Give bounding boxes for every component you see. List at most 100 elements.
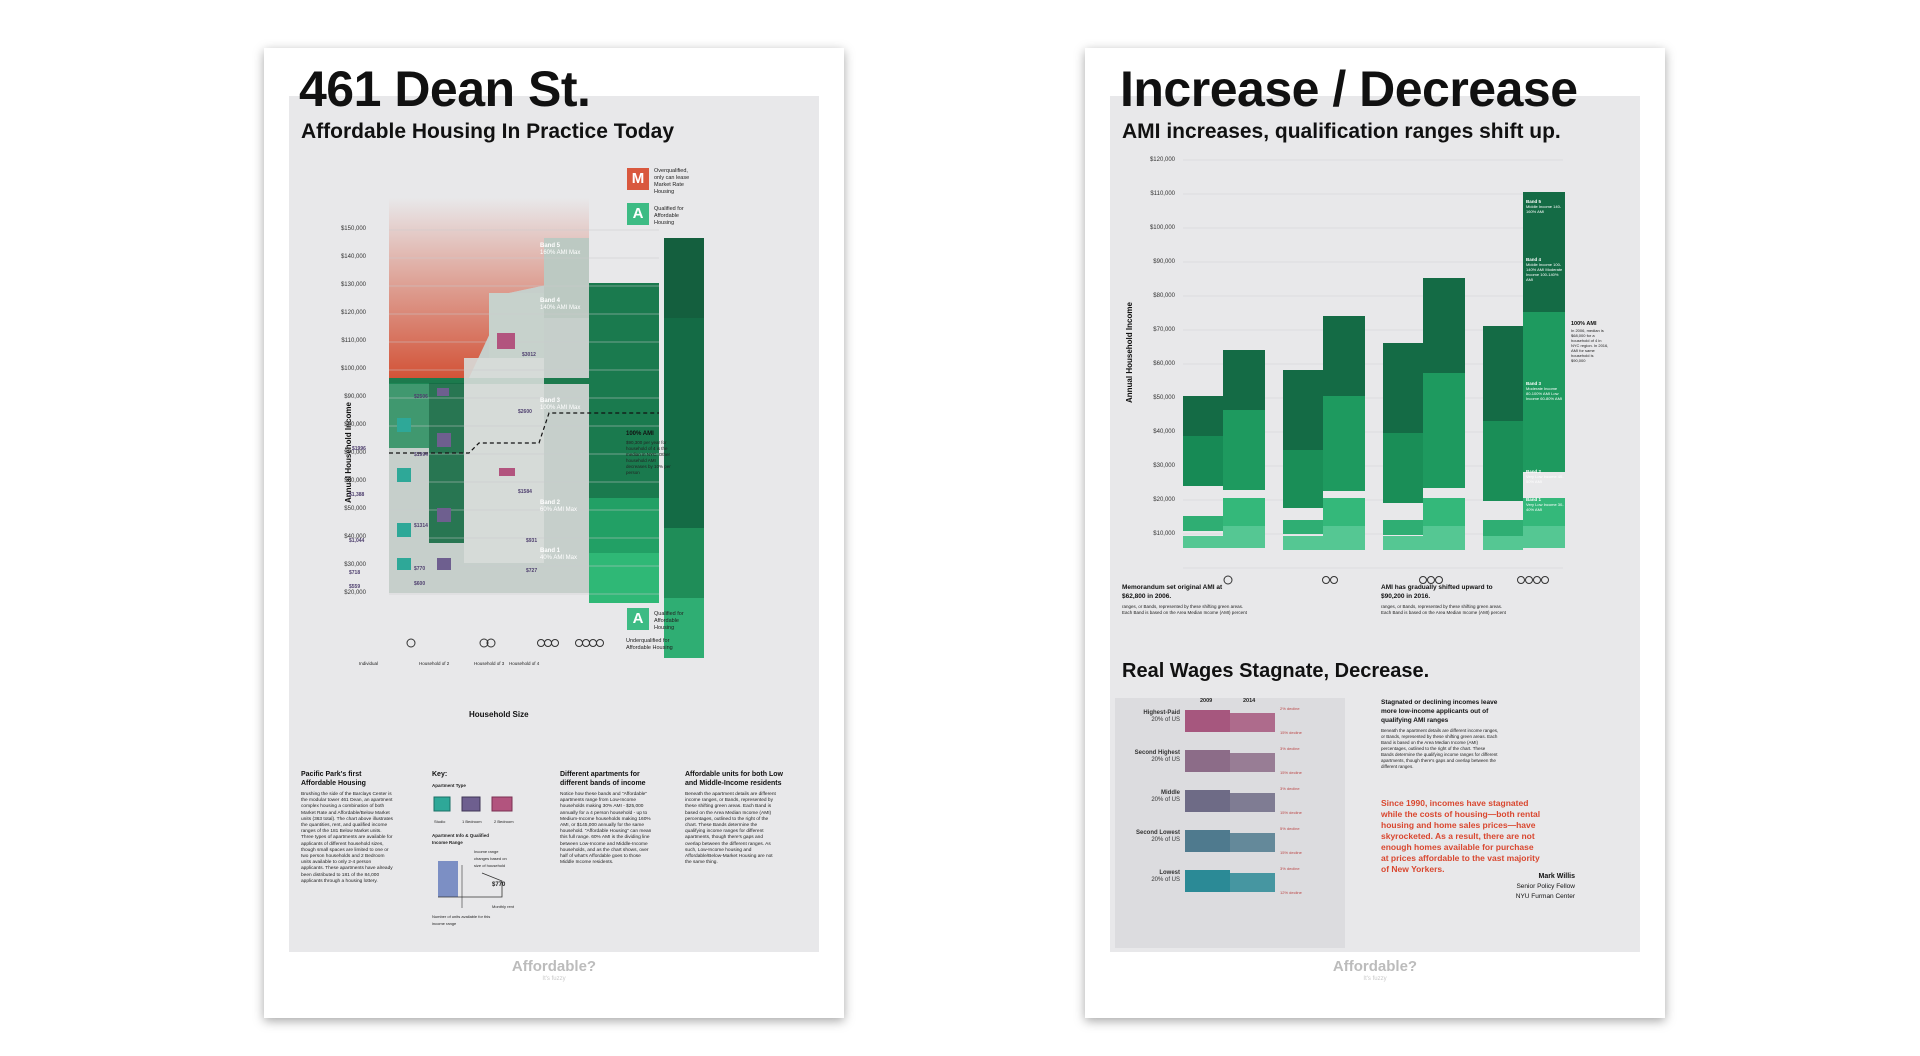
y-tick: $80,000	[1153, 293, 1175, 299]
wage-decline-bottom: 15% decline	[1280, 810, 1302, 815]
quote-author: Mark Willis	[1538, 873, 1575, 880]
band-name: Band 5	[540, 243, 561, 249]
y-tick: $50,000	[1153, 395, 1175, 401]
x-category: Household of 2	[419, 661, 450, 666]
wage-decline-top: 3% decline	[1280, 866, 1300, 871]
wage-decline-bottom: 15% decline	[1280, 730, 1302, 735]
rent-label: $1314	[414, 523, 428, 529]
y-tick: $30,000	[344, 562, 366, 568]
household-income-chart	[389, 198, 704, 658]
y-tick: $40,000	[344, 534, 366, 540]
rent-label: $1,044	[349, 538, 365, 544]
band-name: Band 4	[1526, 257, 1542, 262]
wage-bar-start	[1185, 870, 1230, 892]
band-desc: 60% AMI Max	[540, 507, 578, 513]
y-tick: $100,000	[340, 366, 366, 372]
ami-increase-chart	[1183, 159, 1565, 585]
wage-decline-bottom: 15% decline	[1280, 850, 1302, 855]
y-tick: $110,000	[1150, 191, 1175, 197]
band-desc: 40% AMI Max	[540, 555, 578, 561]
unit-icons-2br	[497, 333, 515, 476]
ami-note-title: 100% AMI	[626, 431, 654, 437]
quote-role-1: Senior Policy Fellow	[1516, 883, 1575, 890]
legend-a2-text: Qualified for Affordable Housing	[654, 611, 684, 631]
legend-a-box: A	[627, 203, 649, 225]
rent-label: $1996	[352, 446, 366, 452]
legend-m-text: Overqualified, only can lease Market Rat…	[654, 168, 690, 195]
y-tick: $130,000	[340, 282, 366, 288]
quote-text: Since 1990, incomes have stagnated while…	[1381, 798, 1541, 874]
key-units-title: Apartment Info & Qualified Income Range	[432, 833, 490, 845]
rent-label: $600	[414, 581, 426, 587]
key-rent: $770	[492, 882, 506, 888]
rent-label: $1584	[518, 489, 532, 495]
wage-group-sub: 20% of US	[1151, 797, 1180, 803]
wage-decline-bottom: 15% decline	[1280, 770, 1302, 775]
col4-title: Affordable units for both Low and Middle…	[685, 771, 783, 787]
rent-label: $727	[526, 568, 538, 574]
wage-group-name: Second Highest	[1134, 750, 1180, 756]
wage-bar-end	[1230, 873, 1275, 892]
y-tick: $70,000	[1153, 327, 1175, 333]
y-tick: $90,000	[344, 394, 366, 400]
poster-increase-decrease: Increase / Decrease AMI increases, quali…	[1085, 48, 1665, 1018]
ami-note: $90,300 per year for household of 4 is t…	[626, 440, 671, 475]
wage-group-sub: 20% of US	[1151, 837, 1180, 843]
wage-bar-end	[1230, 833, 1275, 852]
y-tick: $110,000	[341, 338, 366, 344]
col4-text: Beneath the apartment details are differ…	[685, 792, 776, 866]
band-desc: Moderate Income 80-100% AMI Low Income 6…	[1526, 386, 1563, 401]
band-name: Band 1	[540, 548, 561, 554]
band-name: Band 5	[1526, 199, 1542, 204]
y-tick: $30,000	[1153, 463, 1175, 469]
band-name: Band 1	[1526, 497, 1542, 502]
footer-logo: Affordable?	[1332, 958, 1418, 975]
wage-year-start: 2009	[1200, 698, 1213, 704]
y-tick: $80,000	[344, 422, 366, 428]
col1-title: Pacific Park's first Affordable Housing	[301, 771, 366, 787]
legend-a-text: Qualified for Affordable Housing	[654, 206, 684, 226]
wage-group-name: Second Lowest	[1135, 830, 1180, 836]
y-tick: $150,000	[340, 226, 366, 232]
band-desc: 100% AMI Max	[540, 405, 581, 411]
wage-bar-start	[1185, 710, 1230, 732]
legend-a2-box: A	[627, 608, 649, 630]
wage-group-sub: 20% of US	[1151, 717, 1180, 723]
wage-bar-start	[1185, 750, 1230, 772]
band-desc: Middle Income 100-140% AMI Moderate Inco…	[1526, 262, 1563, 282]
poster-461-dean: 461 Dean St. Affordable Housing In Pract…	[264, 48, 844, 1018]
y-axis-label: Annual Household Income	[1125, 302, 1134, 403]
band-desc: Very Low Income 40-50% AMI	[1526, 474, 1564, 484]
y-tick: $20,000	[344, 590, 366, 596]
y-tick: $40,000	[1153, 429, 1175, 435]
y-tick: $60,000	[1153, 361, 1175, 367]
market-rate-area	[389, 198, 589, 383]
ami-note-title: 100% AMI	[1571, 321, 1597, 327]
wage-decline-top: 2% decline	[1280, 706, 1300, 711]
rent-label: $770	[414, 566, 426, 572]
y-tick: $10,000	[1153, 531, 1175, 537]
y-tick: $90,000	[1153, 259, 1175, 265]
wage-bar-start	[1185, 830, 1230, 852]
wage-group-name: Lowest	[1159, 870, 1180, 876]
rent-label: $1,388	[349, 492, 365, 498]
wage-group-name: Middle	[1161, 790, 1180, 796]
memo-title: Memorandum set original AMI at $62,800 i…	[1122, 584, 1223, 600]
footer-logo: Affordable?	[511, 958, 597, 975]
y-tick: $50,000	[344, 506, 366, 512]
wage-decline-bottom: 12% decline	[1280, 890, 1302, 895]
group-household-4	[1483, 192, 1565, 550]
wage-group-sub: 20% of US	[1151, 877, 1180, 883]
band-name: Band 3	[540, 398, 561, 404]
group-household-2	[1283, 316, 1365, 550]
key-diagram	[438, 861, 503, 908]
footer-tagline: It's fuzzy	[542, 976, 566, 982]
y-tick: $100,000	[1149, 225, 1175, 231]
x-category: Household of 3	[474, 661, 505, 666]
underqualified-text: Underqualified for Affordable Housing	[626, 638, 673, 651]
band-desc: 140% AMI Max	[540, 305, 581, 311]
wage-bar-start	[1185, 790, 1230, 812]
stagnate-text: Beneath the apartment details are differ…	[1381, 728, 1499, 769]
wage-decline-top: 3% decline	[1280, 746, 1300, 751]
group-household-3	[1383, 278, 1465, 550]
